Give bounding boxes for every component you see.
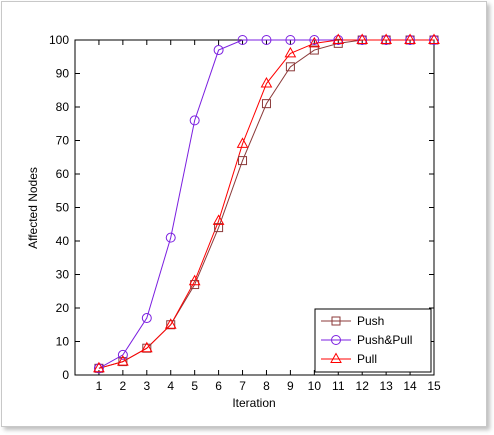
- data-point-push-pull: [189, 115, 200, 126]
- data-point-push-pull: [165, 232, 176, 243]
- y-tick-label: 90: [56, 67, 70, 81]
- data-point-pull: [308, 36, 321, 48]
- data-point-pull: [93, 361, 105, 373]
- x-tick-label: 3: [143, 379, 150, 393]
- data-point-pull: [428, 33, 440, 44]
- x-tick-label: 8: [263, 379, 270, 393]
- x-tick-label: 13: [379, 379, 393, 393]
- data-point-push: [214, 223, 224, 233]
- data-point-pull: [236, 137, 249, 148]
- x-tick-label: 6: [215, 379, 222, 393]
- series-markers: [93, 33, 440, 374]
- x-tick-label: 4: [167, 379, 174, 393]
- series-lines: [98, 39, 434, 369]
- legend-label-push-pull: Push&Pull: [357, 333, 412, 347]
- y-tick-label: 100: [49, 33, 69, 47]
- legend: Push Push&Pull Pull: [314, 308, 432, 373]
- x-axis: 1 2 3 4 5 6 7 8 9 10 11 12 13 14 15: [96, 40, 441, 393]
- x-tick-label: 2: [120, 379, 127, 393]
- y-tick-label: 20: [56, 301, 70, 315]
- data-point-pull: [332, 33, 345, 44]
- x-axis-label: Iteration: [232, 396, 275, 410]
- legend-marker-push-pull: [331, 335, 341, 345]
- legend-label-pull: Pull: [357, 352, 377, 366]
- y-tick-label: 0: [62, 368, 69, 382]
- y-axis-label: Affected Nodes: [26, 167, 40, 249]
- data-point-pull: [140, 341, 153, 353]
- legend-marker-pull: [330, 352, 342, 363]
- data-point-pull: [284, 46, 297, 58]
- x-tick-label: 14: [403, 379, 417, 393]
- data-point-push: [261, 99, 271, 109]
- data-point-pull: [188, 274, 201, 286]
- data-point-push: [285, 62, 295, 72]
- legend-marker-push: [331, 316, 341, 326]
- data-point-pull: [212, 214, 225, 225]
- y-tick-label: 80: [56, 100, 70, 114]
- data-point-pull: [117, 355, 129, 366]
- y-tick-label: 10: [56, 335, 70, 349]
- x-tick-label: 7: [239, 379, 246, 393]
- y-axis: 0 10 20 30 40 50 60 70 80 90 100: [49, 33, 434, 382]
- x-tick-label: 1: [96, 379, 103, 393]
- data-point-pull: [164, 318, 177, 329]
- series-line-pull: [98, 39, 434, 369]
- data-point-push-pull: [141, 313, 152, 324]
- data-point-pull: [356, 33, 369, 44]
- y-tick-label: 40: [56, 234, 70, 248]
- x-tick-label: 11: [332, 379, 345, 393]
- x-tick-label: 9: [287, 379, 294, 393]
- data-point-push-pull: [213, 45, 224, 56]
- x-tick-label: 10: [308, 379, 322, 393]
- data-point-pull: [260, 77, 273, 88]
- data-point-push-pull: [285, 35, 296, 45]
- data-point-push-pull: [237, 35, 248, 45]
- data-point-pull: [404, 33, 416, 44]
- data-point-push: [238, 156, 248, 166]
- legend-label-push: Push: [357, 314, 384, 328]
- y-tick-label: 60: [56, 167, 70, 181]
- y-tick-label: 50: [56, 201, 70, 215]
- data-point-push-pull: [261, 35, 272, 45]
- figure-window: 0 10 20 30 40 50 60 70 80 90 100 1 2 3 4 5 6 7 8 9 10 11 12 13…: [1, 1, 487, 427]
- x-tick-label: 15: [427, 379, 441, 393]
- y-tick-label: 30: [56, 268, 70, 282]
- x-tick-label: 12: [356, 379, 370, 393]
- data-point-push-pull: [117, 349, 128, 360]
- data-point-pull: [380, 33, 392, 44]
- x-tick-label: 5: [191, 379, 198, 393]
- data-point-push: [309, 45, 319, 55]
- y-tick-label: 70: [56, 134, 70, 148]
- data-point-push-pull: [309, 35, 320, 45]
